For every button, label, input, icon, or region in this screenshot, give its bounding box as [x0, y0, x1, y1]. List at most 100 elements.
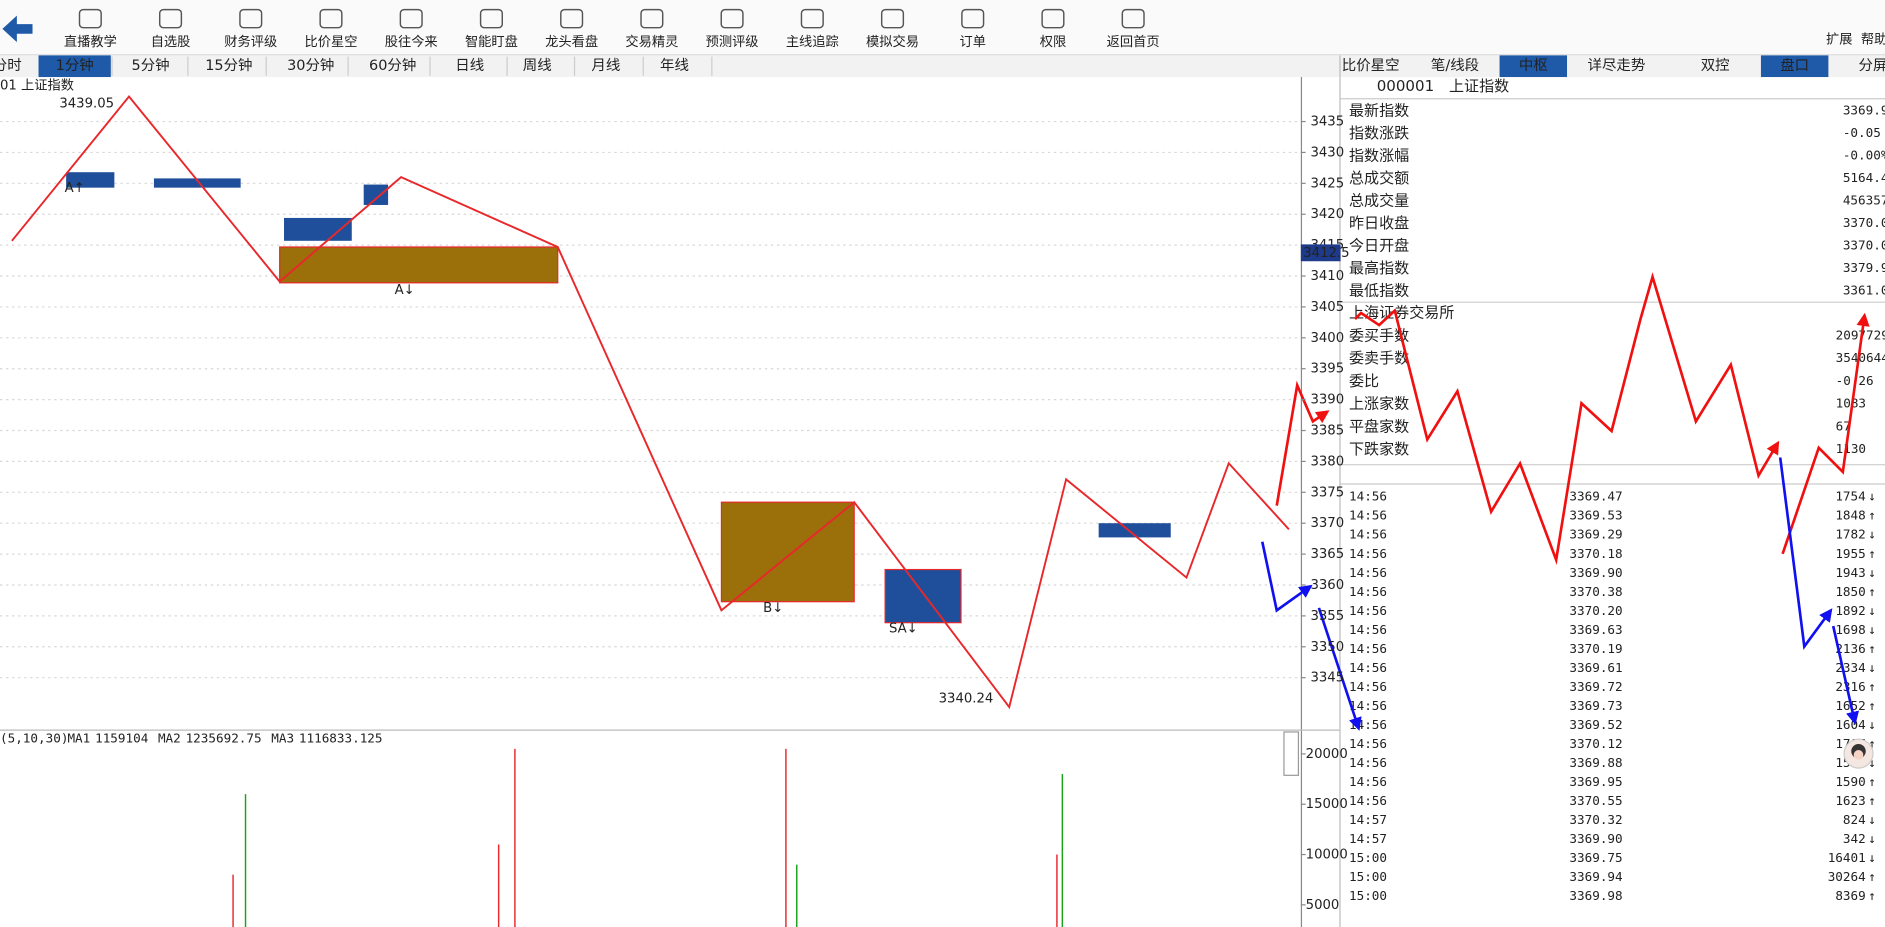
toolbar-icon	[319, 8, 343, 29]
trade-volume: 1698	[1835, 622, 1865, 637]
period-tab[interactable]: 5分钟	[132, 57, 170, 74]
quote-value: 3370.03	[1843, 215, 1885, 230]
toolbar-button[interactable]: 直播教学	[64, 8, 117, 51]
trade-price: 3369.90	[1569, 831, 1622, 846]
legend-value: 1116833.125	[299, 731, 383, 746]
annotation: B↓	[763, 601, 783, 616]
y-tick-label: 3405	[1310, 300, 1344, 315]
quote-value: 3369.98	[1843, 102, 1885, 117]
trade-time: 14:56	[1349, 489, 1387, 504]
toolbar-link[interactable]: 帮助	[1861, 32, 1885, 48]
toolbar-button[interactable]: 模拟交易	[866, 8, 919, 51]
toolbar-button[interactable]: 智能盯盘	[465, 8, 518, 51]
trade-volume: 1782	[1835, 527, 1865, 542]
trade-time: 14:56	[1349, 622, 1387, 637]
quote-value: 5164.4亿	[1843, 170, 1885, 185]
panel-tab[interactable]: 中枢	[1519, 57, 1548, 74]
trade-volume: 1943	[1835, 565, 1865, 580]
period-tab[interactable]: 60分钟	[369, 57, 416, 74]
panel-tab[interactable]: 笔/线段	[1431, 57, 1479, 74]
trade-volume: 1955	[1835, 546, 1865, 561]
legend-name: MA1	[67, 731, 90, 746]
trade-volume: 824	[1843, 812, 1866, 827]
trade-time: 14:56	[1349, 641, 1387, 656]
toolbar-label: 智能盯盘	[465, 33, 518, 50]
panel-tab[interactable]: 详尽走势	[1588, 57, 1646, 74]
trade-direction: ↓	[1868, 850, 1876, 865]
toolbar-label: 返回首页	[1107, 34, 1160, 50]
avatar[interactable]	[1843, 738, 1874, 769]
quote-label: 下跌家数	[1349, 440, 1409, 458]
toolbar-button[interactable]: 比价星空	[305, 8, 358, 51]
trade-volume: 1848	[1835, 508, 1865, 523]
toolbar-label: 直播教学	[64, 34, 117, 50]
toolbar-button[interactable]: 权限	[1040, 8, 1066, 51]
panel-tab[interactable]: 比价星空	[1342, 57, 1400, 74]
period-tab[interactable]: 日线	[455, 57, 484, 74]
quote-label: 委买手数	[1349, 326, 1409, 344]
toolbar-icon	[78, 8, 102, 29]
toolbar-button[interactable]: 财务评级	[224, 8, 277, 51]
toolbar-button[interactable]: 自选股	[151, 8, 191, 51]
trade-volume: 1754	[1835, 489, 1865, 504]
toolbar	[0, 0, 1885, 56]
toolbar-button[interactable]: 主线追踪	[786, 8, 839, 51]
toolbar-button[interactable]: 龙头看盘	[545, 8, 598, 51]
toolbar-label: 自选股	[151, 34, 191, 50]
period-tab[interactable]: 15分钟	[205, 57, 252, 74]
drawing-overlay	[1260, 272, 1870, 731]
trade-price: 3369.72	[1569, 679, 1622, 694]
trade-volume: 8369	[1835, 888, 1865, 903]
toolbar-link[interactable]: 扩展	[1826, 32, 1852, 48]
toolbar-button[interactable]: 交易精灵	[625, 8, 678, 51]
avatar-face	[1853, 750, 1864, 760]
trade-volume: 2136	[1835, 641, 1865, 656]
quote-value: -0.00%	[1843, 147, 1885, 162]
period-tab[interactable]: 周线	[523, 57, 552, 74]
tab-selected-bg	[1760, 55, 1829, 78]
trade-price: 3369.75	[1569, 850, 1622, 865]
param-button[interactable]	[1283, 731, 1300, 776]
panel-tab[interactable]: 分屏	[1859, 57, 1885, 74]
trade-price: 3370.20	[1569, 603, 1622, 618]
trade-direction: ↓	[1868, 717, 1876, 732]
y-tick-label: 3380	[1310, 454, 1344, 469]
quote-value: 3370.00	[1843, 237, 1885, 252]
period-tab[interactable]: 年线	[660, 57, 689, 74]
annotation: SA↓	[889, 621, 918, 636]
pivot-zone	[1098, 523, 1171, 538]
panel-tab[interactable]: 盘口	[1780, 56, 1809, 74]
toolbar-button[interactable]: 返回首页	[1107, 8, 1160, 51]
period-tab[interactable]: 分时	[0, 57, 22, 74]
quote-label: 总成交量	[1349, 191, 1409, 209]
zigzag-line	[11, 94, 1290, 710]
toolbar-button[interactable]: 预测评级	[706, 8, 759, 51]
stock-name: 上证指数	[1449, 77, 1509, 95]
trade-volume: 2334	[1835, 660, 1865, 675]
legend-name: MA3	[271, 731, 294, 746]
trade-price: 3370.19	[1569, 641, 1622, 656]
toolbar-icon	[961, 8, 985, 29]
y-tick-label: 3350	[1310, 640, 1344, 655]
period-tab[interactable]: 1分钟	[56, 57, 94, 74]
toolbar-label: 预测评级	[706, 34, 759, 50]
pivot-zone	[884, 568, 962, 624]
chart-title: 01 上证指数	[0, 77, 74, 93]
pivot-zone	[720, 501, 855, 603]
trade-volume: 1892	[1835, 603, 1865, 618]
period-tab[interactable]: 30分钟	[287, 57, 334, 74]
back-button[interactable]	[2, 15, 33, 43]
quote-value: 3540644	[1836, 350, 1885, 365]
toolbar-button[interactable]: 股往今来	[385, 8, 438, 51]
quote-value: 1130	[1836, 441, 1866, 456]
trade-volume: 1590	[1835, 774, 1865, 789]
quote-value: -0.05	[1843, 125, 1881, 140]
legend-value: 1235692.75	[186, 731, 262, 746]
quote-label: 上涨家数	[1349, 395, 1409, 413]
panel-tab[interactable]: 双控	[1701, 57, 1730, 74]
y-tick-label: 3390	[1310, 393, 1344, 408]
period-tab[interactable]: 月线	[591, 57, 620, 74]
trade-direction: ↑	[1868, 641, 1876, 656]
toolbar-button[interactable]: 订单	[959, 8, 986, 51]
